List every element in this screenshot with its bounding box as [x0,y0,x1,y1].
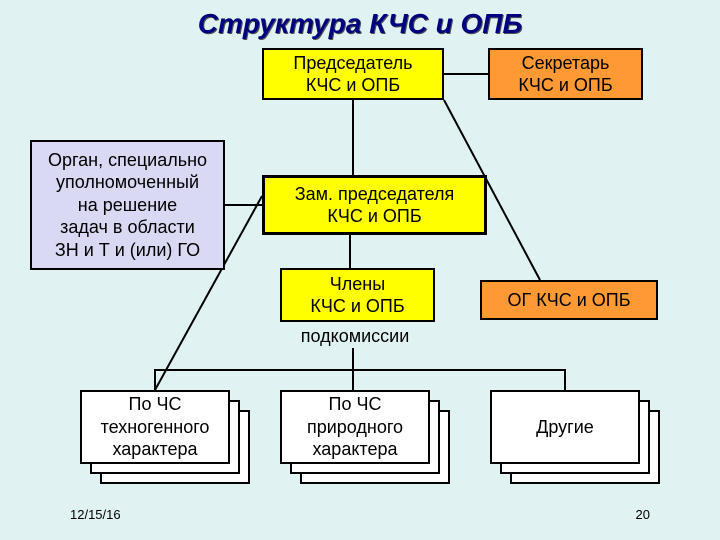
diagram-stage: Структура КЧС и ОПБ ПредседательКЧС и ОП… [0,0,720,540]
node-chairman-text: ПредседательКЧС и ОПБ [293,52,412,97]
node-sub-natural-text: По ЧСприродногохарактера [307,393,403,461]
node-chairman: ПредседательКЧС и ОПБ [262,48,444,100]
node-organ-text: Орган, специальноуполномоченныйна решени… [48,149,207,262]
node-secretary-text: СекретарьКЧС и ОПБ [518,52,612,97]
node-sub-other: Другие [490,390,640,464]
node-members: ЧленыКЧС и ОПБ [280,268,435,322]
node-deputy-text: Зам. председателяКЧС и ОПБ [295,183,455,228]
footer-date: 12/15/16 [70,507,121,522]
node-og: ОГ КЧС и ОПБ [480,280,658,320]
footer-page: 20 [636,507,650,522]
node-organ: Орган, специальноуполномоченныйна решени… [30,140,225,270]
node-sub-other-text: Другие [536,416,594,439]
node-deputy: Зам. председателяКЧС и ОПБ [262,175,487,235]
node-sub-technogenic: По ЧСтехногенногохарактера [80,390,230,464]
node-secretary: СекретарьКЧС и ОПБ [488,48,643,100]
node-sub-technogenic-text: По ЧСтехногенногохарактера [101,393,210,461]
subcommissions-label: подкомиссии [275,326,435,347]
node-sub-natural: По ЧСприродногохарактера [280,390,430,464]
node-members-text: ЧленыКЧС и ОПБ [310,273,404,318]
diagram-title: Структура КЧС и ОПБ [0,8,720,40]
node-og-text: ОГ КЧС и ОПБ [507,289,630,312]
